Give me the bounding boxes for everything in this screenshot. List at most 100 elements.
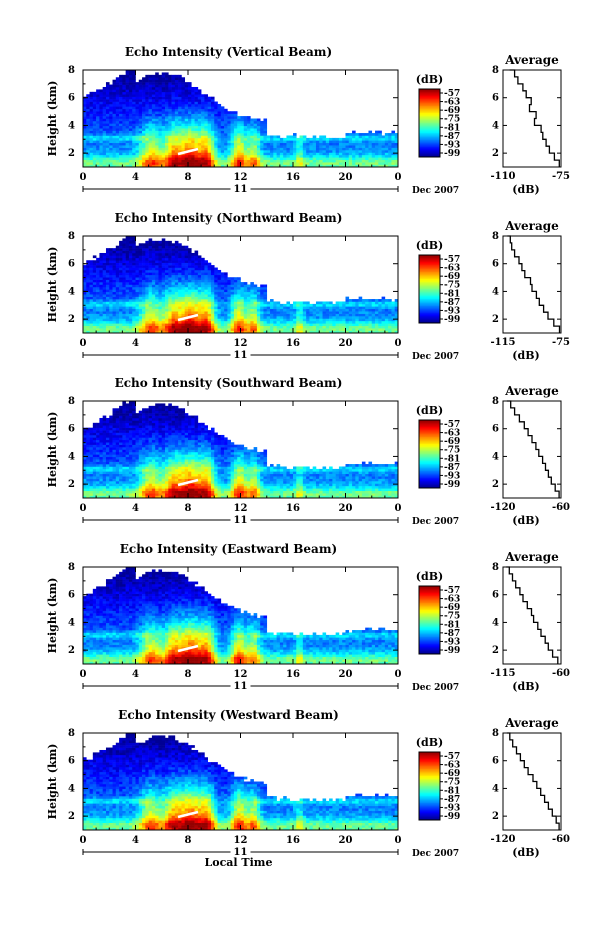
- heatmap-cell: [233, 130, 238, 134]
- heatmap-cell: [207, 274, 212, 278]
- average-title: Average: [504, 53, 559, 67]
- heatmap-cell: [240, 320, 245, 324]
- heatmap-cell: [338, 318, 343, 322]
- heatmap-cell: [253, 294, 258, 297]
- heatmap-cell: [240, 306, 245, 310]
- heatmap-cell: [86, 164, 90, 168]
- heatmap-cell: [99, 316, 103, 319]
- heatmap-cell: [365, 325, 369, 329]
- heatmap-cell: [293, 142, 297, 146]
- heatmap-cell: [151, 111, 156, 114]
- heatmap-cell: [233, 162, 238, 165]
- heatmap-cell: [214, 150, 218, 153]
- heatmap-cell: [86, 118, 90, 122]
- heatmap-cell: [273, 147, 277, 151]
- heatmap-cell: [151, 328, 156, 331]
- heatmap-cell: [158, 94, 163, 97]
- heatmap-cell: [155, 311, 159, 314]
- heatmap-cell: [145, 269, 149, 273]
- heatmap-cell: [158, 286, 163, 290]
- heatmap-cell: [253, 313, 258, 317]
- heatmap-cell: [217, 330, 222, 334]
- heatmap-cell: [142, 118, 146, 122]
- heatmap-cell: [201, 257, 205, 261]
- heatmap-cell: [102, 323, 107, 327]
- heatmap-cell: [361, 308, 366, 312]
- heatmap-cell: [247, 123, 251, 127]
- heatmap-cell: [247, 118, 251, 122]
- heatmap-cell: [240, 154, 245, 158]
- heatmap-cell: [286, 318, 291, 322]
- colorbar-segment: [419, 91, 440, 94]
- heatmap-cell: [197, 325, 202, 329]
- heatmap-cell: [188, 128, 192, 131]
- heatmap-cell: [204, 301, 208, 305]
- heatmap-cell: [191, 330, 195, 334]
- heatmap-cell: [174, 291, 179, 295]
- heatmap-cell: [92, 150, 97, 153]
- heatmap-cell: [105, 133, 110, 136]
- heatmap-cell: [348, 147, 353, 151]
- heatmap-cell: [237, 147, 241, 151]
- heatmap-cell: [158, 240, 163, 244]
- heatmap-cell: [371, 318, 376, 322]
- heatmap-cell: [115, 142, 120, 146]
- heatmap-cell: [263, 306, 268, 310]
- heatmap-cell: [165, 106, 169, 110]
- heatmap-cell: [352, 154, 356, 158]
- heatmap-cell: [197, 128, 202, 131]
- heatmap-cell: [247, 299, 251, 302]
- heatmap-cell: [243, 311, 248, 314]
- heatmap-cell: [233, 279, 238, 283]
- heatmap-cell: [325, 147, 330, 151]
- heatmap-cell: [86, 437, 90, 441]
- heatmap-cell: [125, 265, 130, 268]
- heatmap-cell: [394, 142, 399, 146]
- heatmap-cell: [368, 330, 373, 334]
- heatmap-cell: [105, 84, 110, 88]
- heatmap-cell: [145, 111, 149, 114]
- heatmap-cell: [309, 330, 313, 334]
- heatmap-cell: [345, 303, 350, 307]
- heatmap-cell: [224, 272, 228, 276]
- heatmap-cell: [119, 296, 123, 300]
- heatmap-cell: [345, 154, 350, 158]
- heatmap-cell: [122, 267, 126, 271]
- heatmap-cell: [112, 150, 117, 153]
- heatmap-cell: [358, 328, 363, 331]
- heatmap-cell: [184, 318, 189, 322]
- heatmap-cell: [122, 238, 126, 242]
- heatmap-cell: [109, 113, 113, 117]
- y-axis-label: Height (km): [46, 247, 59, 323]
- heatmap-cell: [250, 325, 254, 329]
- heatmap-cell: [86, 485, 90, 489]
- heatmap-cell: [260, 316, 264, 319]
- heatmap-cell: [207, 137, 212, 141]
- heatmap-cell: [194, 120, 199, 124]
- heatmap-cell: [289, 147, 294, 151]
- heatmap-cell: [381, 296, 386, 300]
- heatmap-cell: [92, 301, 97, 305]
- heatmap-cell: [348, 303, 353, 307]
- heatmap-cell: [253, 289, 258, 293]
- heatmap-cell: [201, 279, 205, 283]
- heatmap-cell: [128, 308, 133, 312]
- heatmap-cell: [315, 328, 320, 331]
- heatmap-cell: [105, 320, 110, 324]
- heatmap-cell: [266, 308, 271, 312]
- heatmap-cell: [158, 86, 163, 90]
- heatmap-cell: [109, 164, 113, 168]
- heatmap-cell: [138, 286, 143, 290]
- heatmap-cell: [86, 142, 90, 146]
- heatmap-cell: [122, 289, 126, 293]
- heatmap-cell: [109, 303, 113, 307]
- heatmap-cell: [263, 147, 268, 151]
- heatmap-cell: [217, 318, 222, 322]
- heatmap-cell: [125, 96, 130, 100]
- heatmap-cell: [125, 147, 130, 151]
- heatmap-cell: [105, 284, 110, 288]
- heatmap-cell: [92, 133, 97, 136]
- heatmap-cell: [204, 306, 208, 310]
- heatmap-cell: [135, 154, 140, 158]
- heatmap-cell: [109, 157, 113, 161]
